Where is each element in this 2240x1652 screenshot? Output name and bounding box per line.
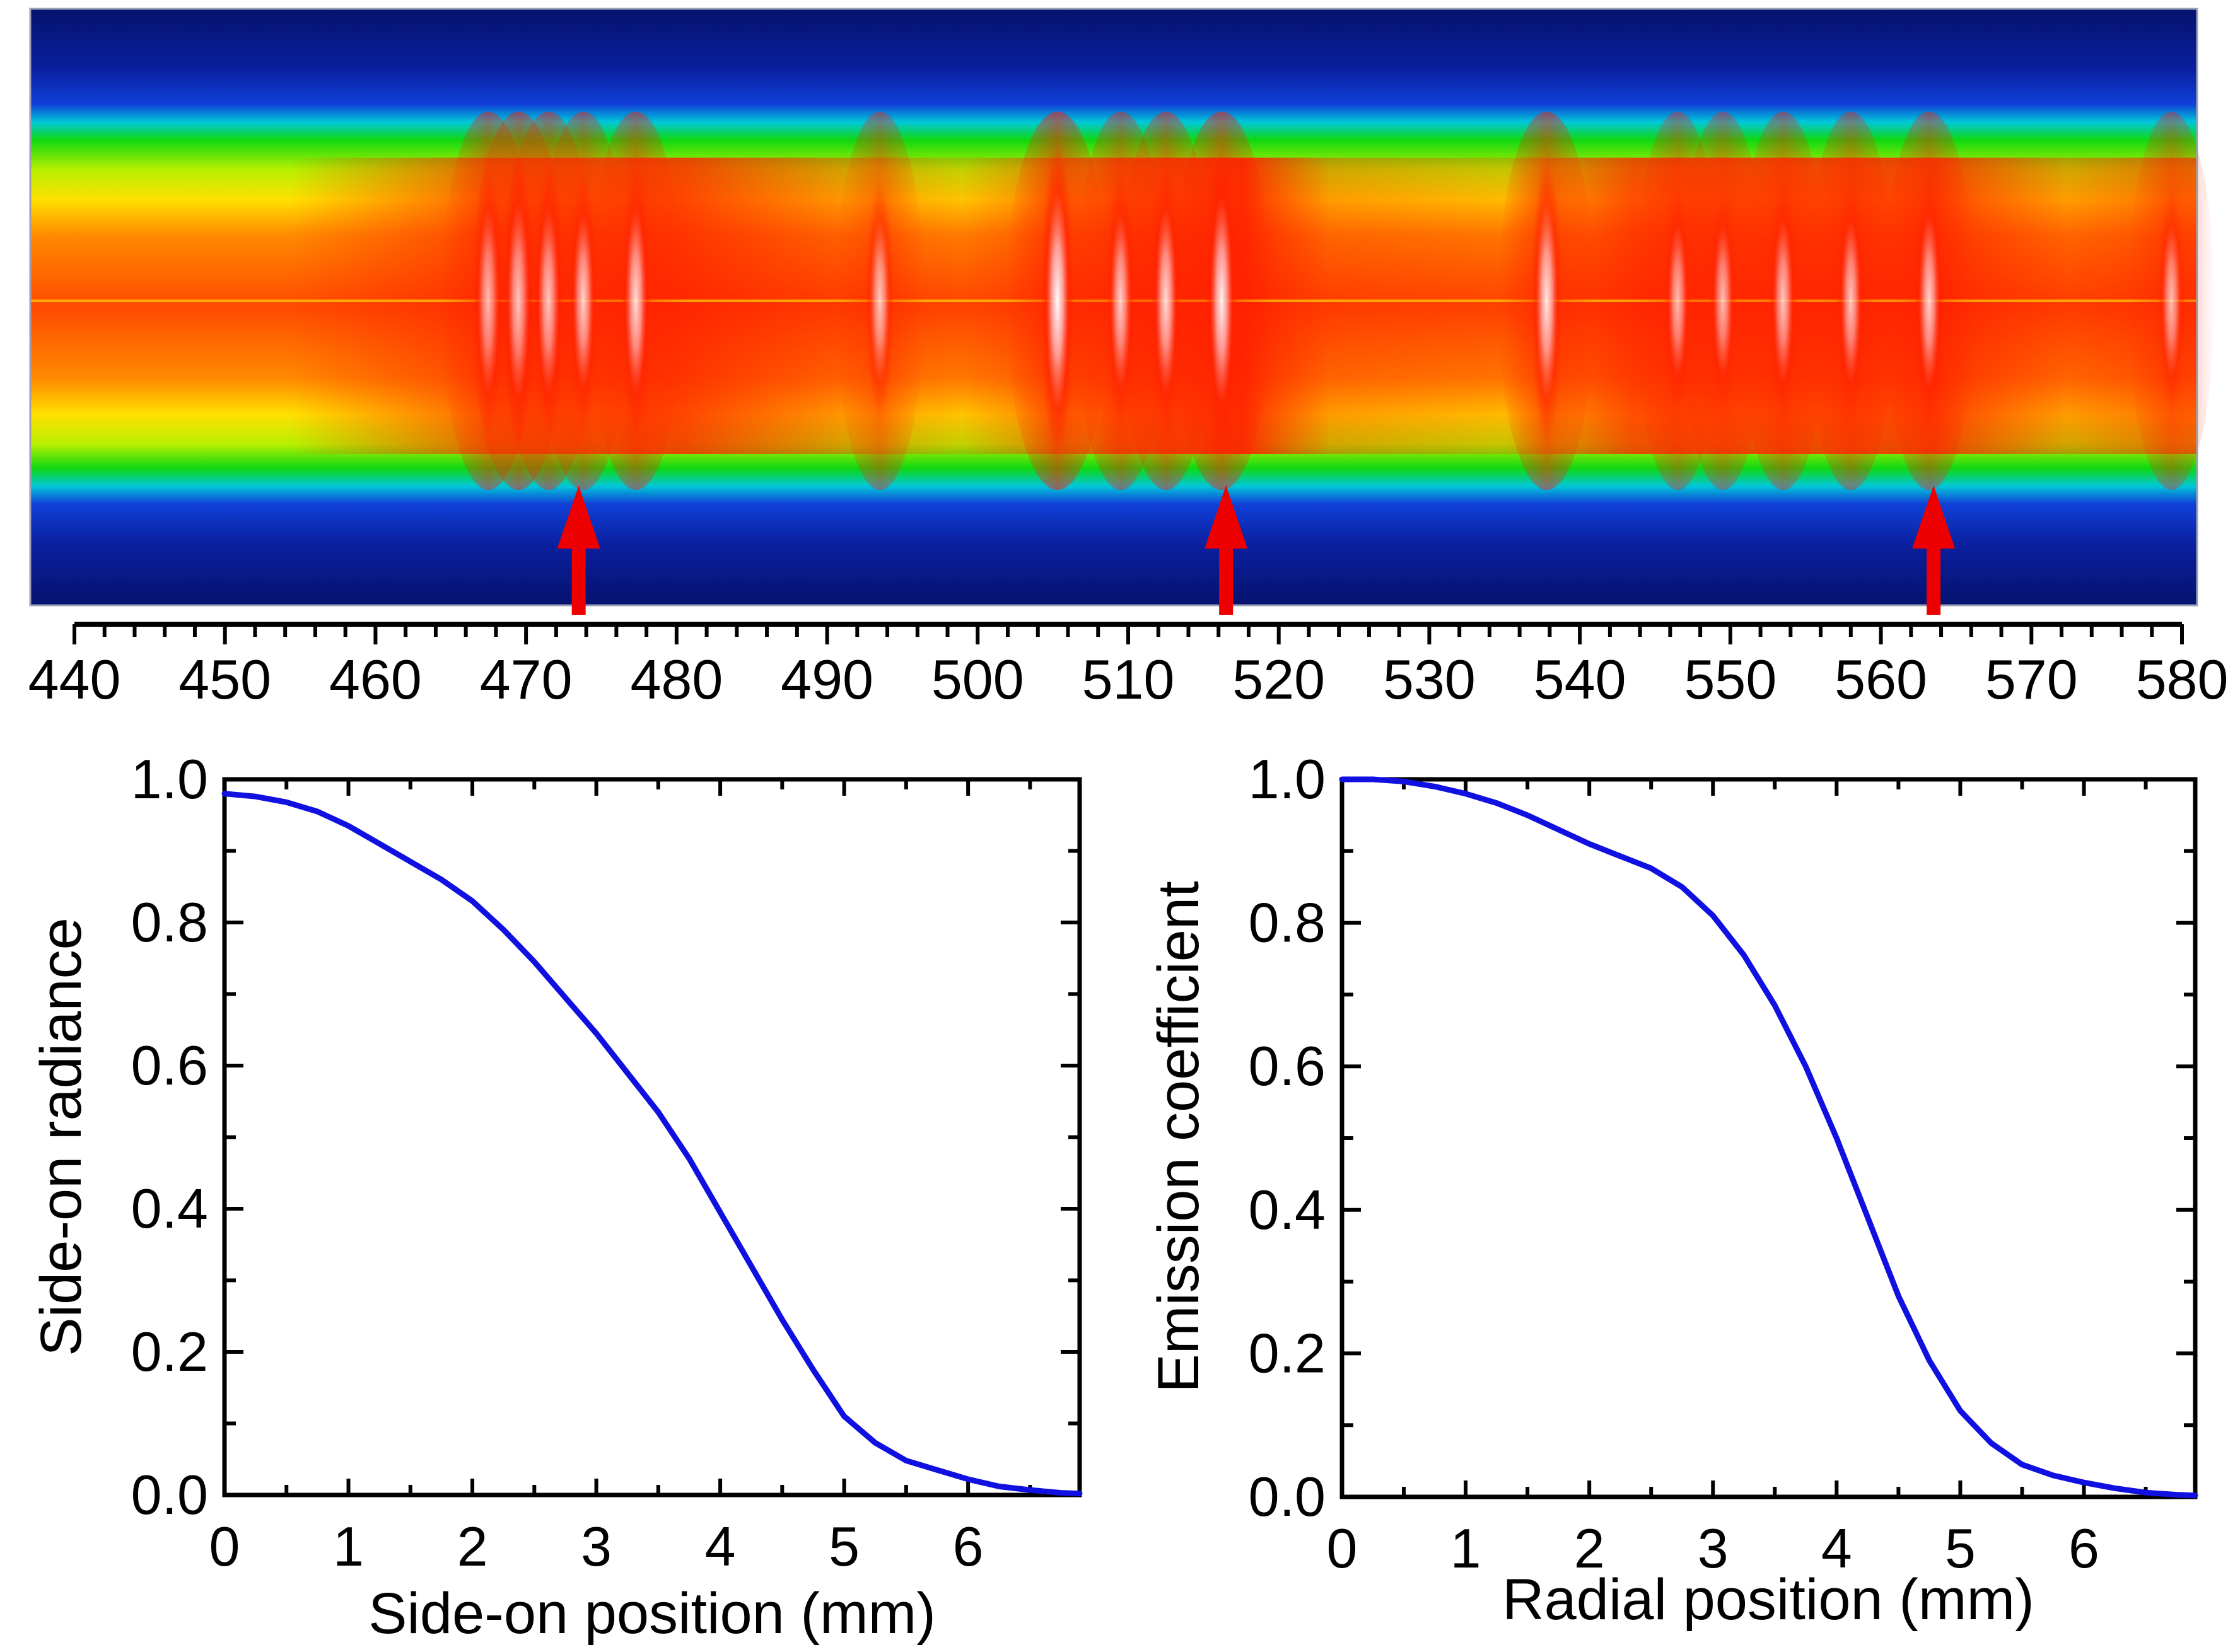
marker-arrow-shaft <box>1219 539 1234 615</box>
wavelength-tick-label: 460 <box>329 648 422 711</box>
side-on-radiance-line <box>221 791 1083 1497</box>
wavelength-tick-label: 560 <box>1835 648 1927 711</box>
x-tick-label: 5 <box>829 1515 860 1578</box>
x-tick-label: 3 <box>1698 1517 1729 1579</box>
right-x-axis-title: Radial position (mm) <box>1502 1568 2034 1632</box>
left-y-axis-title: Side-on radiance <box>29 917 93 1356</box>
right-x-tick-labels: 0 1 2 3 4 5 6 <box>1327 1517 2099 1579</box>
x-tick-label: 2 <box>1574 1517 1605 1579</box>
wavelength-tick-label: 480 <box>630 648 723 711</box>
y-tick-label: 0.8 <box>131 891 208 953</box>
spectral-line-core <box>1708 190 1737 411</box>
y-tick-label: 0.4 <box>1249 1178 1326 1241</box>
x-tick-label: 6 <box>953 1515 984 1578</box>
right-chart-frame <box>1339 777 2198 1499</box>
y-tick-label: 1.0 <box>1249 748 1326 810</box>
wavelength-tick-label: 470 <box>480 648 573 711</box>
spectral-line-core <box>1531 159 1563 443</box>
wavelength-tick-label: 570 <box>1985 648 2078 711</box>
x-tick-label: 0 <box>209 1515 240 1578</box>
y-tick-label: 0.2 <box>131 1320 208 1383</box>
y-tick-label: 0.8 <box>1249 892 1326 954</box>
wavelength-tick-labels: 440 450 460 470 480 490 500 510 520 530 540 550 560 5… <box>28 648 2229 711</box>
y-tick-label: 0.4 <box>131 1177 208 1240</box>
wavelength-axis: 440 450 460 470 480 490 500 510 520 530 540 550 560 5… <box>28 622 2229 711</box>
spectral-line-core <box>1914 175 1944 427</box>
wavelength-tick-label: 510 <box>1082 648 1175 711</box>
x-tick-label: 2 <box>457 1515 488 1578</box>
wavelength-tick-label: 540 <box>1534 648 1626 711</box>
wavelength-tick-label: 440 <box>28 648 121 711</box>
wavelength-tick-label: 530 <box>1383 648 1476 711</box>
left-chart-frame <box>222 777 1082 1498</box>
y-tick-label: 0.0 <box>1249 1465 1326 1528</box>
spectral-line-core <box>1205 151 1238 451</box>
left-chart-ticks <box>223 777 1080 1497</box>
wavelength-tick-label: 550 <box>1684 648 1776 711</box>
marker-arrow-shaft <box>1927 539 1941 615</box>
spectral-line-core <box>1150 166 1181 435</box>
spectrum-panel <box>29 8 2215 615</box>
y-tick-label: 0.0 <box>131 1463 208 1526</box>
x-tick-label: 4 <box>705 1515 736 1578</box>
spectral-line-core <box>865 182 894 419</box>
x-tick-label: 3 <box>581 1515 612 1578</box>
spectrum-lines <box>441 112 2215 490</box>
y-tick-label: 0.6 <box>1249 1035 1326 1097</box>
spectrum-arrows <box>557 486 1956 615</box>
emission-coefficient-chart: 0 1 2 3 4 5 6 0.0 0.2 0.4 0.6 0.8 1.0 Radial positi… <box>1146 748 2198 1632</box>
marker-arrow-head <box>557 486 600 549</box>
wavelength-ticks <box>73 624 2184 644</box>
wavelength-tick-label: 450 <box>178 648 271 711</box>
y-tick-label: 1.0 <box>131 748 208 810</box>
wavelength-tick-label: 500 <box>931 648 1024 711</box>
wavelength-tick-label: 490 <box>781 648 873 711</box>
marker-arrow-shaft <box>571 539 586 615</box>
x-tick-label: 0 <box>1327 1517 1358 1579</box>
x-tick-label: 1 <box>333 1515 364 1578</box>
x-tick-label: 5 <box>1945 1517 1976 1579</box>
side-on-radiance-chart: 0 1 2 3 4 5 6 0.0 0.2 0.4 0.6 0.8 1.0 Side-on posit… <box>29 748 1083 1646</box>
wavelength-tick-label: 520 <box>1232 648 1325 711</box>
marker-arrow-head <box>1205 486 1248 549</box>
wavelength-tick-label: 580 <box>2136 648 2229 711</box>
right-y-tick-labels: 0.0 0.2 0.4 0.6 0.8 1.0 <box>1249 748 1326 1528</box>
left-x-tick-labels: 0 1 2 3 4 5 6 <box>209 1515 984 1578</box>
spectral-line-core <box>621 166 651 435</box>
y-tick-label: 0.6 <box>131 1034 208 1096</box>
y-tick-label: 0.2 <box>1249 1322 1326 1384</box>
x-tick-label: 1 <box>1450 1517 1481 1579</box>
spectral-line-core <box>568 175 598 427</box>
left-x-axis-title: Side-on position (mm) <box>368 1581 936 1646</box>
spectral-line-core <box>1768 182 1798 419</box>
left-y-tick-labels: 0.0 0.2 0.4 0.6 0.8 1.0 <box>131 748 208 1526</box>
x-tick-label: 6 <box>2068 1517 2099 1579</box>
spectral-line-core <box>1041 143 1074 458</box>
spectral-line-core <box>2157 190 2186 411</box>
right-y-axis-title: Emission coefficient <box>1146 881 1211 1392</box>
x-tick-label: 4 <box>1821 1517 1852 1579</box>
marker-arrow-head <box>1912 486 1956 549</box>
emission-coefficient-line <box>1339 776 2198 1499</box>
right-chart-ticks <box>1340 777 2195 1499</box>
spectral-line-core <box>1836 182 1865 419</box>
